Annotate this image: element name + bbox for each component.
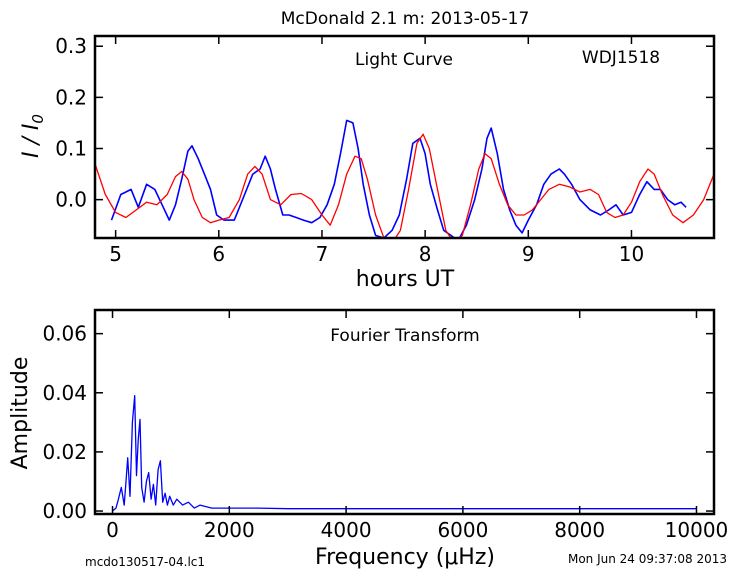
fourier-x-tick-label: 4000: [321, 518, 372, 542]
footer-filename: mcdo130517-04.lc1: [85, 555, 205, 569]
figure-title: McDonald 2.1 m: 2013-05-17: [281, 9, 530, 29]
light-curve-y-tick-label: 0.1: [55, 137, 87, 161]
fourier-y-axis-label: Amplitude: [8, 357, 33, 470]
light-curve-panel: Light Curve WDJ1518 hours UT I / I0 5 6 7 8…: [19, 34, 716, 292]
fourier-x-tick-label: 0: [106, 518, 119, 542]
footer-timestamp: Mon Jun 24 09:37:08 2013: [568, 552, 727, 566]
fourier-y-tick-label: 0.02: [42, 440, 87, 464]
light-curve-x-tick-label: 6: [212, 242, 225, 266]
fourier-series-0-line: [112, 395, 697, 512]
light-curve-x-tick-label: 10: [619, 242, 644, 266]
fourier-plot-frame: [93, 308, 716, 516]
light-curve-y-tick-label: 0.2: [55, 85, 87, 109]
light-curve-series-1-line: [95, 133, 714, 238]
target-name-annotation: WDJ1518: [582, 48, 660, 68]
light-curve-y-axis-label: I / I0: [19, 114, 47, 158]
light-curve-plot-frame: [93, 34, 716, 240]
light-curve-y-tick-label: 0.3: [55, 34, 87, 58]
fourier-y-tick-label: 0.06: [42, 322, 87, 346]
light-curve-x-tick-label: 8: [419, 242, 432, 266]
fourier-x-tick-label: 10000: [665, 518, 729, 542]
light-curve-x-tick-label: 7: [316, 242, 329, 266]
fourier-transform-annotation: Fourier Transform: [330, 326, 479, 346]
light-curve-x-tick-label: 9: [522, 242, 535, 266]
light-curve-y-tick-label: 0.0: [55, 188, 87, 212]
fourier-x-axis-label: Frequency (μHz): [315, 545, 495, 570]
fourier-y-tick-label: 0.00: [42, 499, 87, 523]
light-curve-x-axis-label: hours UT: [356, 267, 455, 292]
fourier-x-tick-label: 6000: [437, 518, 488, 542]
fourier-x-tick-label: 2000: [204, 518, 255, 542]
light-curve-annotation: Light Curve: [355, 50, 453, 70]
light-curve-x-tick-label: 5: [109, 242, 122, 266]
fourier-y-tick-label: 0.04: [42, 381, 87, 405]
light-curve-series-0-line: [110, 119, 687, 238]
fourier-x-tick-label: 8000: [554, 518, 605, 542]
fourier-transform-panel: Fourier Transform Frequency (μHz) Amplit…: [8, 308, 729, 570]
